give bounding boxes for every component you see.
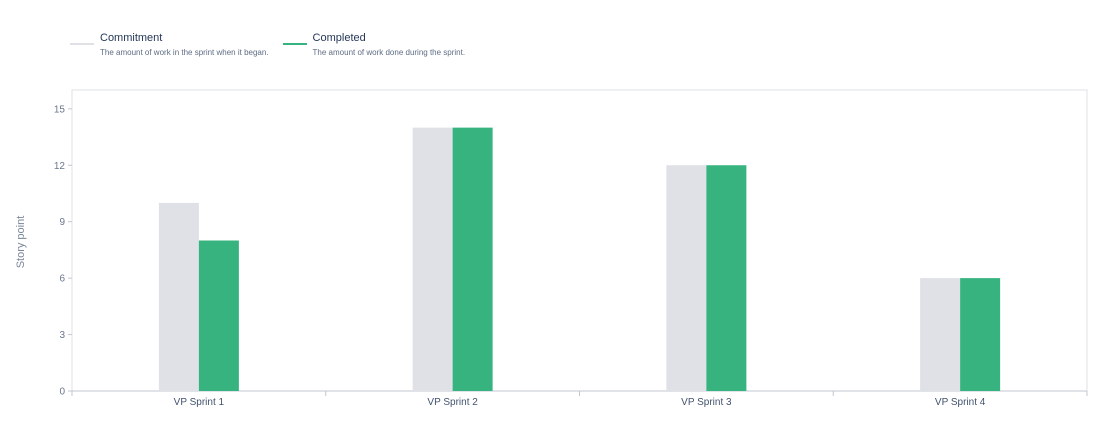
legend-description: The amount of work done during the sprin…: [312, 48, 466, 57]
bar-completed: [198, 240, 239, 391]
bar-commitment: [412, 127, 453, 391]
bar-commitment: [666, 165, 707, 391]
bar-completed: [706, 165, 747, 391]
y-tick-label: 3: [59, 330, 65, 341]
chart-legend: Commitment The amount of work in the spr…: [70, 32, 479, 59]
bar-commitment: [920, 278, 961, 391]
y-tick-label: 9: [59, 217, 65, 228]
y-tick-label: 15: [54, 104, 66, 115]
bar-completed: [960, 278, 1001, 391]
legend-item-completed[interactable]: Completed The amount of work done during…: [282, 32, 466, 59]
bar-completed: [452, 127, 493, 391]
legend-swatch-completed: [282, 43, 307, 45]
x-tick-label: VP Sprint 2: [427, 397, 478, 408]
y-tick-label: 12: [54, 161, 66, 172]
x-tick-label: VP Sprint 4: [935, 397, 986, 408]
legend-item-commitment[interactable]: Commitment The amount of work in the spr…: [70, 32, 269, 59]
legend-name: Commitment: [100, 32, 163, 44]
x-tick-label: VP Sprint 3: [681, 397, 732, 408]
legend-swatch-commitment: [70, 43, 94, 45]
x-tick-label: VP Sprint 1: [174, 397, 225, 408]
bar-commitment: [158, 202, 199, 391]
legend-description: The amount of work in the sprint when it…: [100, 48, 269, 57]
y-tick-label: 0: [59, 387, 65, 398]
legend-name: Completed: [312, 32, 366, 44]
y-tick-label: 6: [59, 274, 65, 285]
